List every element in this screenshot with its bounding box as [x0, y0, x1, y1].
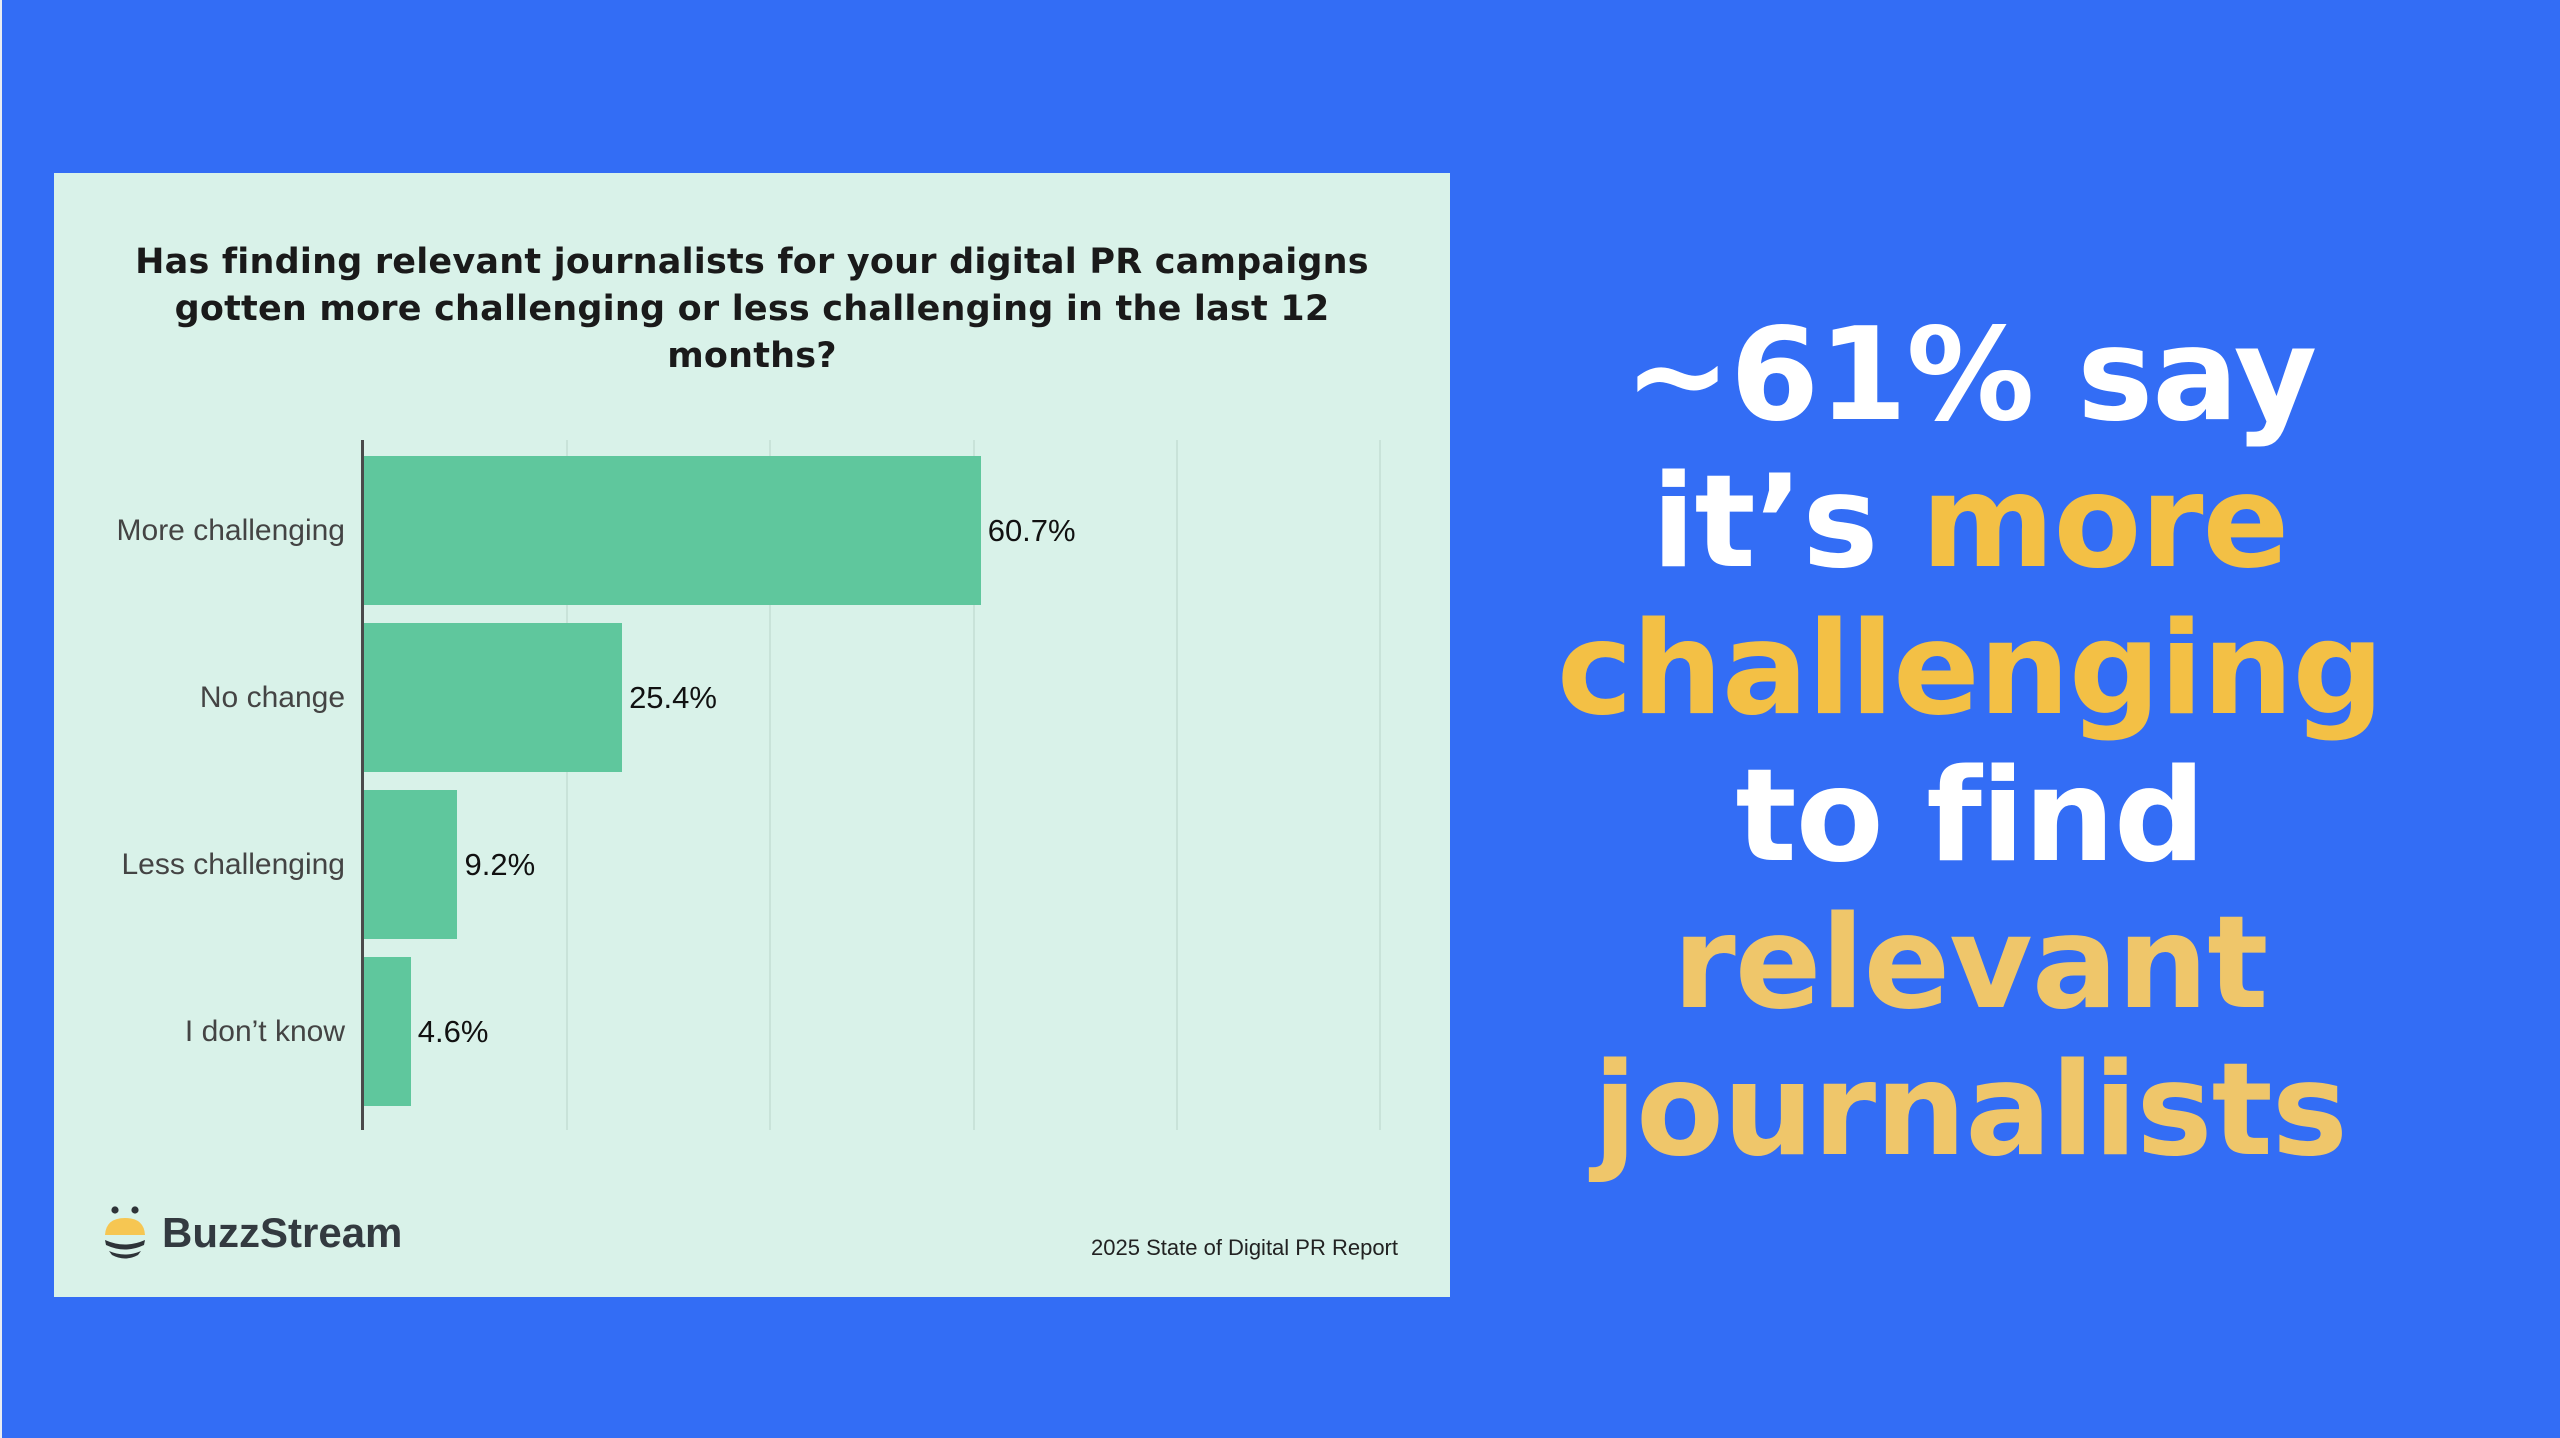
headline-line: to find	[1540, 743, 2400, 890]
headline-segment: it’s	[1651, 448, 1922, 597]
chart-title-line-2: gotten more challenging or less challeng…	[174, 289, 1330, 329]
headline-line: it’s more	[1540, 449, 2400, 596]
y-axis-line	[361, 440, 364, 1130]
gridline	[1175, 440, 1178, 1130]
value-label: 4.6%	[417, 1014, 489, 1049]
value-label: 60.7%	[987, 513, 1076, 548]
headline-line: challenging	[1540, 596, 2400, 743]
headline-segment: journalists	[1593, 1036, 2348, 1185]
headline-segment: more	[1921, 448, 2289, 597]
bar-chart-plot: More challenging 60.7% No change 25.4% Less …	[54, 173, 1450, 1297]
bar	[364, 456, 981, 605]
headline-segment: relevant	[1672, 889, 2269, 1038]
bar-row: I don’t know 4.6%	[54, 957, 1450, 1106]
value-label: 25.4%	[629, 680, 717, 715]
gridline	[769, 440, 772, 1130]
headline-line: journalists	[1540, 1037, 2400, 1184]
headline-segment: challenging	[1556, 595, 2384, 744]
headline-segment: ~61% say	[1623, 301, 2317, 450]
brand-name: BuzzStream	[162, 1209, 403, 1256]
headline: ~61% say it’s more challenging to find relev…	[1540, 302, 2400, 1184]
headline-segment: to find	[1735, 742, 2206, 891]
source-caption: 2025 State of Digital PR Report	[1091, 1235, 1398, 1260]
chart-title-line-1: Has finding relevant journalists for you…	[135, 242, 1369, 282]
gridline	[1379, 440, 1381, 1130]
chart-card: Has finding relevant journalists for you…	[54, 173, 1450, 1297]
category-label: No change	[199, 681, 345, 714]
bee-icon	[105, 1206, 145, 1259]
bar	[364, 790, 458, 939]
chart-title: Has finding relevant journalists for you…	[114, 239, 1390, 380]
bar-row: Less challenging 9.2%	[54, 790, 1450, 939]
category-label: Less challenging	[121, 848, 346, 881]
gridline	[972, 440, 975, 1130]
headline-line: ~61% say	[1540, 302, 2400, 449]
headline-line: relevant	[1540, 890, 2400, 1037]
chart-title-line-3: months?	[667, 336, 837, 376]
category-label: More challenging	[116, 514, 345, 547]
bar	[364, 623, 623, 772]
bar	[364, 957, 411, 1106]
bar-row: More challenging 60.7%	[54, 456, 1450, 605]
left-edge-strip	[0, 0, 2, 1438]
value-label: 9.2%	[464, 847, 536, 882]
brand-logo: BuzzStream	[102, 1198, 402, 1268]
category-label: I don’t know	[184, 1015, 345, 1048]
bar-row: No change 25.4%	[54, 623, 1450, 772]
gridline	[566, 440, 569, 1130]
